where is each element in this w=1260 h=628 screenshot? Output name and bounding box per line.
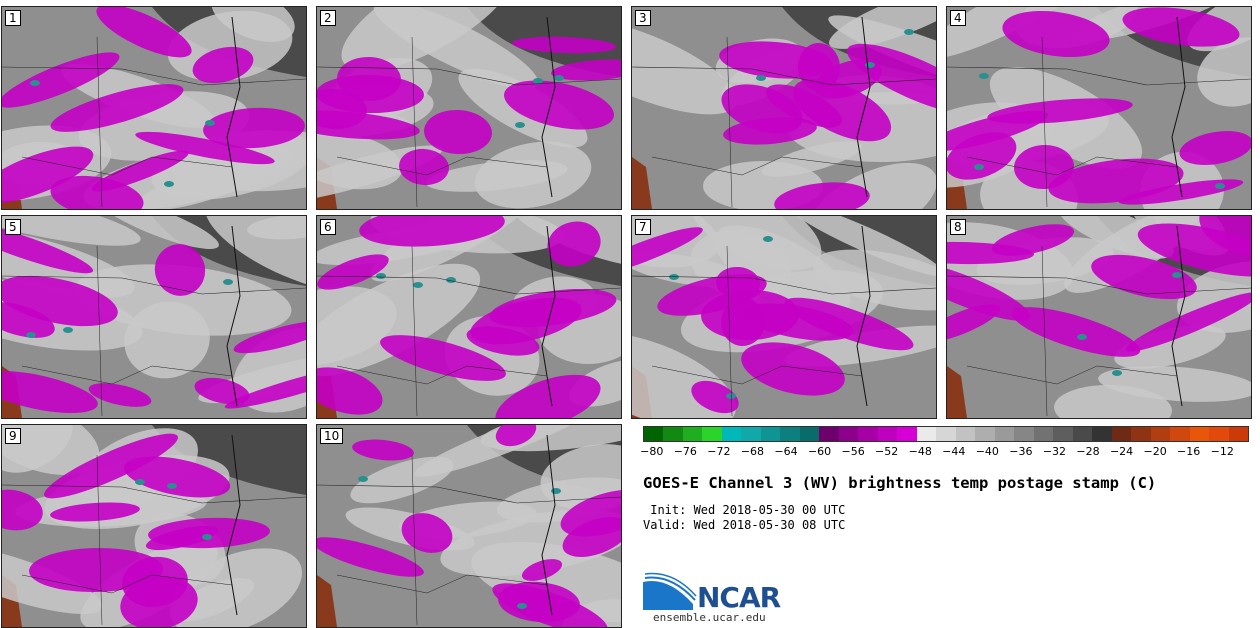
- colorbar-segment: [1189, 427, 1210, 441]
- colorbar-segment: [975, 427, 995, 441]
- colorbar-tick-label: −48: [908, 445, 932, 458]
- colorbar-segment: [916, 427, 937, 441]
- stamp-panel: 7: [631, 215, 937, 419]
- stamp-panel: 1: [1, 6, 307, 210]
- colorbar-tick-label: −24: [1109, 445, 1134, 458]
- colorbar-segment: [799, 427, 820, 441]
- colorbar-segment: [1111, 427, 1132, 441]
- colorbar-tick-label: −20: [1143, 445, 1167, 458]
- colorbar-segment: [838, 427, 859, 441]
- colorbar-segment: [1150, 427, 1171, 441]
- stamp-label: 9: [5, 428, 21, 444]
- stamp-label: 1: [5, 10, 21, 26]
- ncar-logo-icon: [643, 572, 697, 610]
- stamp-panel: 4: [946, 6, 1252, 210]
- colorbar-tick-label: −52: [875, 445, 899, 458]
- colorbar-segment: [1092, 427, 1112, 441]
- colorbar-segment: [877, 427, 898, 441]
- stamp-panel: 9: [1, 424, 307, 628]
- colorbar-segment: [721, 427, 742, 441]
- colorbar-segment: [1170, 427, 1190, 441]
- colorbar-segment: [1033, 427, 1054, 441]
- colorbar-segment: [819, 427, 839, 441]
- colorbar-ticks: −80 −76 −72 −68 −64 −60 −56 −52 −48 −44 −40 −36 −32−…: [640, 445, 1247, 459]
- colorbar-segment: [741, 427, 761, 441]
- stamp-panel: 2: [316, 6, 622, 210]
- stamp-label: 5: [5, 219, 21, 235]
- colorbar-segment: [702, 427, 722, 441]
- figure-title: GOES-E Channel 3 (WV) brightness temp po…: [643, 474, 1157, 492]
- colorbar-segment: [1228, 427, 1249, 441]
- colorbar-segment: [994, 427, 1015, 441]
- stamp-label: 4: [950, 10, 966, 26]
- stamp-panel: 8: [946, 215, 1252, 419]
- colorbar-segment: [780, 427, 800, 441]
- colorbar-segment: [1014, 427, 1034, 441]
- stamp-panel: 10: [316, 424, 622, 628]
- stamp-panel: 6: [316, 215, 622, 419]
- colorbar-segment: [936, 427, 956, 441]
- colorbar-segment: [760, 427, 781, 441]
- colorbar: [643, 426, 1249, 442]
- stamp-label: 7: [635, 219, 651, 235]
- colorbar-segment: [663, 427, 683, 441]
- colorbar-segment: [1072, 427, 1093, 441]
- colorbar-tick-label: −60: [807, 445, 832, 458]
- stamp-label: 2: [320, 10, 336, 26]
- colorbar-segment: [1209, 427, 1229, 441]
- colorbar-segment: [897, 427, 917, 441]
- stamp-label: 6: [320, 219, 336, 235]
- colorbar-tick-label: −12: [1210, 445, 1234, 458]
- logo-url: ensemble.ucar.edu: [653, 611, 766, 624]
- colorbar-tick-label: −72: [707, 445, 731, 458]
- colorbar-tick-label: −32: [1042, 445, 1067, 458]
- colorbar-tick-label: −16: [1177, 445, 1201, 458]
- valid-time: Valid: Wed 2018-05-30 08 UTC: [643, 518, 846, 532]
- colorbar-segment: [644, 427, 664, 441]
- stamp-label: 8: [950, 219, 966, 235]
- colorbar-tick-label: −40: [975, 445, 999, 458]
- colorbar-segment: [955, 427, 976, 441]
- colorbar-segment: [1131, 427, 1151, 441]
- colorbar-tick-label: −44: [942, 445, 966, 458]
- stamp-panel: 3: [631, 6, 937, 210]
- colorbar-segment: [858, 427, 878, 441]
- stamp-label: 3: [635, 10, 651, 26]
- stamp-label: 10: [320, 428, 344, 444]
- init-time: Init: Wed 2018-05-30 00 UTC: [643, 503, 846, 517]
- ncar-logo-text: NCAR: [697, 581, 781, 614]
- colorbar-tick-label: −68: [740, 445, 765, 458]
- colorbar-tick-label: −36: [1009, 445, 1033, 458]
- colorbar-tick-label: −64: [774, 445, 798, 458]
- stamp-panel: 5: [1, 215, 307, 419]
- colorbar-tick-label: −56: [841, 445, 865, 458]
- colorbar-segment: [682, 427, 703, 441]
- colorbar-tick-label: −76: [673, 445, 697, 458]
- colorbar-tick-label: −80: [640, 445, 664, 458]
- colorbar-segment: [1053, 427, 1073, 441]
- colorbar-tick-label: −28: [1076, 445, 1100, 458]
